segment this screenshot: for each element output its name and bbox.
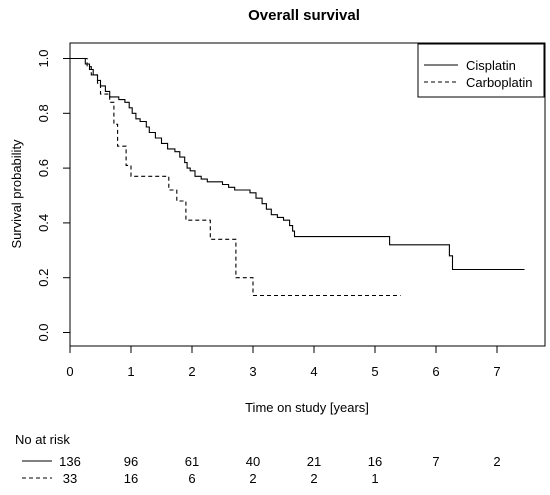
x-tick-label: 3: [249, 364, 256, 379]
x-tick-label: 5: [371, 364, 378, 379]
chart-title: Overall survival: [248, 7, 360, 24]
plot-frame: [69, 42, 546, 347]
y-axis-label: Survival probability: [9, 139, 24, 249]
at-risk-title: No at risk: [15, 432, 70, 447]
x-tick-label: 2: [188, 364, 195, 379]
at-risk-count: 2: [310, 471, 317, 486]
curve-cisplatin: [70, 57, 525, 271]
legend: Cisplatin Carboplatin: [417, 43, 545, 98]
survival-curves: [70, 57, 525, 297]
y-axis: 0.0 0.2 0.4 0.6 0.8 1.0: [36, 49, 70, 342]
at-risk-count: 7: [432, 454, 439, 469]
legend-label-cisplatin: Cisplatin: [466, 58, 516, 73]
y-tick-label: 0.6: [36, 159, 51, 177]
y-tick-label: 0.4: [36, 214, 51, 232]
x-tick-label: 6: [432, 364, 439, 379]
y-tick-label: 0.8: [36, 104, 51, 122]
at-risk-count: 96: [124, 454, 138, 469]
y-tick-label: 0.2: [36, 269, 51, 287]
legend-box: [417, 43, 545, 98]
y-tick-label: 0.0: [36, 323, 51, 341]
at-risk-count: 61: [185, 454, 199, 469]
at-risk-count: 40: [246, 454, 260, 469]
at-risk-count: 16: [124, 471, 138, 486]
y-tick-label: 1.0: [36, 49, 51, 67]
legend-label-carboplatin: Carboplatin: [466, 75, 533, 90]
at-risk-count: 136: [59, 454, 81, 469]
x-tick-label: 0: [66, 364, 73, 379]
at-risk-count: 1: [371, 471, 378, 486]
x-axis: 0 1 2 3 4 5 6 7: [66, 346, 501, 379]
x-tick-label: 4: [310, 364, 317, 379]
x-tick-label: 7: [493, 364, 500, 379]
curve-carboplatin: [70, 57, 401, 297]
x-tick-label: 1: [127, 364, 134, 379]
at-risk-count: 6: [188, 471, 195, 486]
at-risk-count: 21: [307, 454, 321, 469]
at-risk-count: 2: [493, 454, 500, 469]
at-risk-count: 16: [368, 454, 382, 469]
at-risk-count: 2: [249, 471, 256, 486]
at-risk-count: 33: [63, 471, 77, 486]
at-risk-table: No at risk 136 96 61 40 21 16 7 233 16 6 2 2 1: [15, 432, 501, 486]
x-axis-label: Time on study [years]: [245, 400, 369, 415]
